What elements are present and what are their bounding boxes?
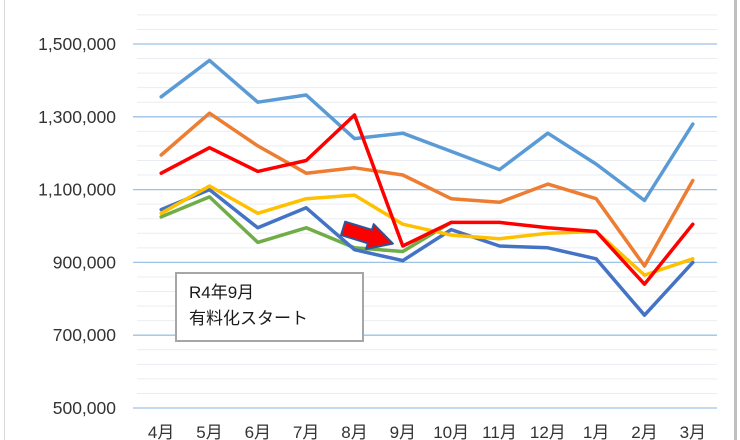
x-axis-label: 12月 <box>530 423 566 440</box>
series-line-darkblue <box>159 187 695 317</box>
annotation-line1: R4年9月 <box>189 283 255 302</box>
x-axis-label: 7月 <box>293 423 319 440</box>
x-axis-label: 11月 <box>482 423 517 440</box>
y-axis-label: 1,300,000 <box>38 107 116 127</box>
x-axis-label: 9月 <box>390 423 416 440</box>
x-axis-label: 8月 <box>341 423 367 440</box>
x-axis-label: 3月 <box>680 423 706 440</box>
y-axis-label: 700,000 <box>53 325 117 345</box>
series-line-yellow <box>159 184 695 277</box>
chart-left-border <box>4 0 5 440</box>
y-axis-label: 1,100,000 <box>38 180 116 200</box>
series-line-lightblue <box>159 58 695 203</box>
x-axis-label: 1月 <box>583 423 609 440</box>
series-line-orange <box>159 111 695 268</box>
y-axis-label: 1,500,000 <box>38 34 116 54</box>
y-axis-label: 500,000 <box>53 398 117 418</box>
chart-right-border <box>734 0 737 440</box>
x-axis-label: 5月 <box>196 423 222 440</box>
x-axis-label: 10月 <box>433 423 469 440</box>
x-axis-label: 6月 <box>245 423 271 440</box>
x-axis-label: 2月 <box>631 423 657 440</box>
y-axis-label: 900,000 <box>53 252 117 272</box>
x-axis-label: 4月 <box>148 423 174 440</box>
series-line-green <box>159 195 453 254</box>
series-line-red <box>159 113 695 286</box>
annotation-line2: 有料化スタート <box>189 309 308 328</box>
annotation-textbox: R4年9月 有料化スタート <box>175 272 364 342</box>
highlight-arrow <box>340 220 394 251</box>
